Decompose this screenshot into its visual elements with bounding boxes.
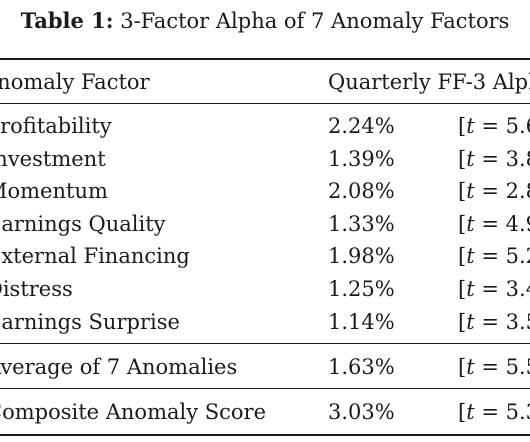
alpha-value: 1.98% xyxy=(328,244,395,268)
table-row: Distress 1.25% [t = 3.4 xyxy=(0,273,530,305)
t-symbol: t xyxy=(466,179,475,203)
t-statistic: [t = 3.5 xyxy=(458,306,530,338)
composite-row: Composite Anomaly Score 3.03% [t = 5.3 xyxy=(0,396,530,428)
factor-name: Earnings Surprise xyxy=(0,310,180,334)
t-symbol: t xyxy=(466,400,475,424)
header-rule xyxy=(0,103,530,104)
average-row: Average of 7 Anomalies 1.63% [t = 5.5 xyxy=(0,351,530,383)
t-symbol: t xyxy=(466,114,475,138)
bottom-rule xyxy=(0,434,530,436)
alpha-value: 1.14% xyxy=(328,310,395,334)
t-symbol: t xyxy=(466,147,475,171)
t-symbol: t xyxy=(466,212,475,236)
alpha-value: 1.39% xyxy=(328,147,395,171)
alpha-value: 1.33% xyxy=(328,212,395,236)
factor-name: Profitability xyxy=(0,114,112,138)
alpha-value: 2.08% xyxy=(328,179,395,203)
t-statistic: [t = 3.4 xyxy=(458,273,530,305)
alpha-value: 1.25% xyxy=(328,277,395,301)
factor-name: Investment xyxy=(0,147,106,171)
t-value: = 3.8 xyxy=(481,147,530,171)
factor-name: Distress xyxy=(0,277,73,301)
table-row: External Financing 1.98% [t = 5.2 xyxy=(0,240,530,272)
t-symbol: t xyxy=(466,277,475,301)
alpha-value: 3.03% xyxy=(328,400,395,424)
factor-name: External Financing xyxy=(0,244,190,268)
t-statistic: [t = 4.9 xyxy=(458,208,530,240)
t-value: = 5.3 xyxy=(481,400,530,424)
table-row: Profitability 2.24% [t = 5.6 xyxy=(0,110,530,142)
caption-text: 3-Factor Alpha of 7 Anomaly Factors xyxy=(120,9,510,33)
table-caption: Table 1: 3-Factor Alpha of 7 Anomaly Fac… xyxy=(0,6,530,36)
t-statistic: [t = 5.2 xyxy=(458,240,530,272)
factor-name: Earnings Quality xyxy=(0,212,166,236)
factor-name: Average of 7 Anomalies xyxy=(0,355,238,379)
table-row: Momentum 2.08% [t = 2.8 xyxy=(0,175,530,207)
alpha-value: 2.24% xyxy=(328,114,395,138)
header-quarterly-alpha: Quarterly FF-3 Alpha xyxy=(328,70,530,94)
top-rule xyxy=(0,58,530,60)
factor-name: Momentum xyxy=(0,179,108,203)
t-value: = 5.6 xyxy=(481,114,530,138)
table-row: Earnings Quality 1.33% [t = 4.9 xyxy=(0,208,530,240)
t-value: = 5.5 xyxy=(481,355,530,379)
t-statistic: [t = 2.8 xyxy=(458,175,530,207)
t-symbol: t xyxy=(466,310,475,334)
header-anomaly-factor: Anomaly Factor xyxy=(0,70,150,94)
table-row: Earnings Surprise 1.14% [t = 3.5 xyxy=(0,306,530,338)
alpha-value: 1.63% xyxy=(328,355,395,379)
t-statistic: [t = 5.5 xyxy=(458,351,530,383)
caption-label: Table 1: xyxy=(20,8,114,33)
t-symbol: t xyxy=(466,355,475,379)
composite-rule xyxy=(0,388,530,389)
average-rule xyxy=(0,343,530,344)
t-value: = 4.9 xyxy=(481,212,530,236)
factor-name: Composite Anomaly Score xyxy=(0,400,267,424)
table-row: Investment 1.39% [t = 3.8 xyxy=(0,143,530,175)
t-value: = 3.4 xyxy=(481,277,530,301)
t-value: = 5.2 xyxy=(481,244,530,268)
t-symbol: t xyxy=(466,244,475,268)
header-row: Anomaly Factor Quarterly FF-3 Alpha xyxy=(0,66,530,98)
t-statistic: [t = 5.6 xyxy=(458,110,530,142)
t-statistic: [t = 5.3 xyxy=(458,396,530,428)
t-statistic: [t = 3.8 xyxy=(458,143,530,175)
t-value: = 2.8 xyxy=(481,179,530,203)
t-value: = 3.5 xyxy=(481,310,530,334)
